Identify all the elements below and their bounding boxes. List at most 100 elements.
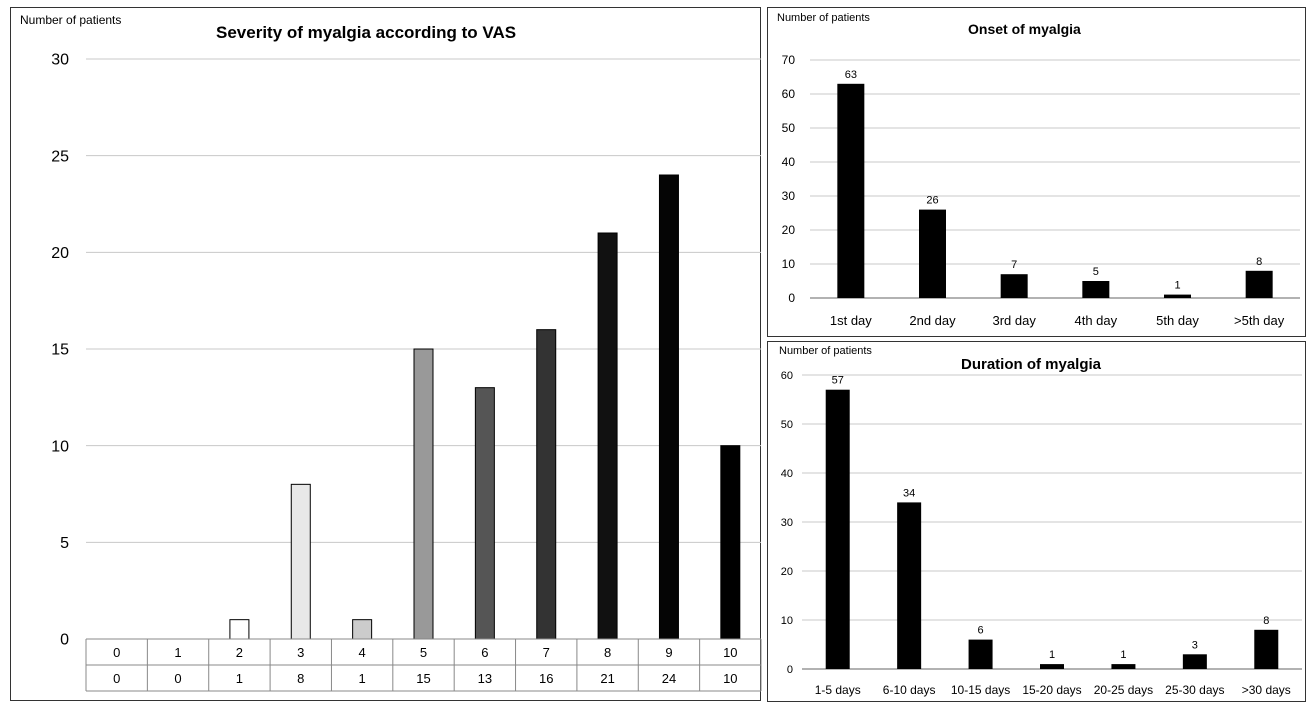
duration-y-tick-label: 40 [781, 468, 793, 480]
severity-table-category-cell: 10 [723, 645, 737, 660]
onset-y-tick-label: 40 [782, 155, 796, 169]
duration-data-label: 8 [1263, 615, 1269, 627]
severity-table-value-cell: 24 [662, 671, 676, 686]
duration-bar [1254, 629, 1279, 669]
onset-data-label: 26 [926, 195, 938, 207]
severity-table-category-cell: 8 [604, 645, 611, 660]
severity-table-value-cell: 10 [723, 671, 737, 686]
severity-table-value-cell: 21 [600, 671, 614, 686]
onset-y-tick-label: 20 [782, 223, 796, 237]
onset-x-tick-label: >5th day [1234, 313, 1285, 328]
onset-chart-title: Onset of myalgia [968, 21, 1081, 37]
onset-data-label: 8 [1256, 256, 1262, 268]
severity-y-tick-label: 25 [51, 148, 69, 165]
onset-x-tick-label: 4th day [1075, 313, 1118, 328]
duration-bar [968, 639, 993, 669]
severity-y-tick-label: 30 [51, 52, 69, 69]
duration-bar [825, 389, 850, 669]
severity-bar [597, 232, 618, 640]
duration-x-tick-label: 6-10 days [883, 683, 936, 697]
severity-bar [474, 387, 495, 640]
severity-bar [658, 174, 679, 640]
onset-bar [1082, 281, 1110, 298]
onset-bar [1164, 294, 1191, 298]
onset-x-tick-label: 1st day [830, 313, 872, 328]
duration-chart-panel: Number of patients Duration of myalgia 0… [767, 341, 1306, 702]
severity-table-value-cell: 16 [539, 671, 553, 686]
severity-bar [413, 348, 434, 640]
onset-chart-panel: Number of patients Onset of myalgia 0 10 2… [767, 7, 1306, 337]
severity-bar [352, 619, 373, 640]
duration-bar [1182, 654, 1207, 669]
severity-y-tick-label: 15 [51, 342, 69, 359]
severity-table-category-cell: 5 [420, 645, 427, 660]
onset-chart-plot: 0 10 20 30 40 50 60 70 63 1st day 26 2nd day 7 3rd da… [782, 53, 1300, 328]
duration-data-label: 34 [903, 487, 915, 499]
duration-y-axis-label: Number of patients [779, 345, 872, 357]
duration-y-tick-label: 20 [781, 566, 793, 578]
onset-bar [837, 83, 865, 298]
severity-table-value-cell: 0 [174, 671, 181, 686]
severity-bar [229, 619, 250, 640]
onset-bar [919, 209, 946, 298]
severity-y-tick-label: 20 [51, 245, 69, 262]
severity-table-category-cell: 2 [236, 645, 243, 660]
duration-data-label: 6 [978, 625, 984, 637]
severity-bar [536, 329, 557, 640]
severity-chart-panel: Number of patients Severity of myalgia a… [10, 7, 762, 701]
severity-chart-plot: 0510152025300010213841515613716821924101… [51, 52, 762, 692]
duration-y-tick-label: 60 [781, 370, 793, 382]
severity-table-category-cell: 1 [174, 645, 181, 660]
onset-y-axis-label: Number of patients [777, 12, 870, 24]
duration-x-tick-label: 20-25 days [1094, 683, 1153, 697]
onset-y-tick-label: 30 [782, 189, 796, 203]
severity-y-axis-label: Number of patients [20, 13, 122, 27]
severity-table-category-cell: 6 [481, 645, 488, 660]
onset-x-tick-label: 5th day [1156, 313, 1199, 328]
duration-data-label: 1 [1120, 649, 1126, 661]
duration-x-tick-label: 25-30 days [1165, 683, 1224, 697]
duration-bar [897, 502, 922, 669]
duration-data-label: 1 [1049, 649, 1055, 661]
onset-x-tick-label: 3rd day [992, 313, 1036, 328]
severity-table-value-cell: 1 [236, 671, 243, 686]
duration-bar [1040, 664, 1064, 669]
severity-table-value-cell: 8 [297, 671, 304, 686]
severity-y-tick-label: 0 [60, 632, 69, 649]
duration-x-tick-label: 10-15 days [951, 683, 1010, 697]
severity-bar [290, 483, 311, 640]
onset-data-label: 7 [1011, 259, 1017, 271]
severity-table-value-cell: 15 [416, 671, 430, 686]
onset-y-tick-label: 0 [788, 291, 795, 305]
onset-x-tick-label: 2nd day [909, 313, 956, 328]
duration-y-tick-label: 10 [781, 615, 793, 627]
onset-data-label: 63 [845, 69, 857, 81]
onset-y-tick-label: 60 [782, 87, 796, 101]
duration-x-tick-label: 15-20 days [1022, 683, 1081, 697]
severity-table-value-cell: 0 [113, 671, 120, 686]
duration-x-tick-label: 1-5 days [815, 683, 861, 697]
severity-chart-title: Severity of myalgia according to VAS [216, 23, 517, 42]
duration-x-tick-label: >30 days [1242, 683, 1291, 697]
onset-data-label: 1 [1174, 280, 1180, 292]
onset-bar [1000, 274, 1028, 298]
severity-table-category-cell: 0 [113, 645, 120, 660]
severity-y-tick-label: 10 [51, 438, 69, 455]
severity-table-category-cell: 9 [665, 645, 672, 660]
duration-chart-plot: 0 10 20 30 40 50 60 57 1-5 days 34 6-10 days 6 10-15… [781, 370, 1302, 697]
severity-bar [720, 445, 741, 640]
duration-bar [1111, 664, 1136, 669]
duration-y-tick-label: 50 [781, 419, 793, 431]
severity-table-category-cell: 3 [297, 645, 304, 660]
severity-y-tick-label: 5 [60, 535, 69, 552]
duration-chart-title: Duration of myalgia [961, 356, 1102, 373]
onset-bar [1245, 270, 1273, 298]
duration-y-tick-label: 30 [781, 517, 793, 529]
severity-table-category-cell: 4 [359, 645, 366, 660]
severity-table-value-cell: 13 [478, 671, 492, 686]
severity-table-value-cell: 1 [359, 671, 366, 686]
duration-data-label: 3 [1192, 639, 1198, 651]
onset-data-label: 5 [1093, 266, 1099, 278]
severity-table-category-cell: 7 [543, 645, 550, 660]
duration-data-label: 57 [832, 375, 844, 387]
